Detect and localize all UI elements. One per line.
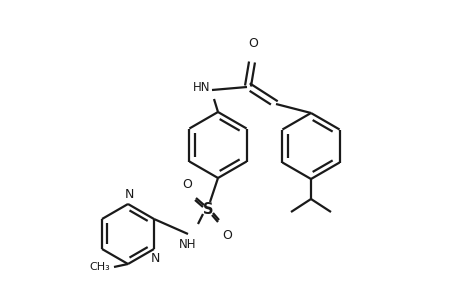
- Text: S: S: [202, 202, 213, 217]
- Text: NH: NH: [179, 238, 196, 251]
- Text: O: O: [247, 37, 257, 50]
- Text: N: N: [150, 252, 159, 265]
- Text: CH₃: CH₃: [89, 262, 110, 272]
- Text: O: O: [222, 229, 231, 242]
- Text: HN: HN: [192, 81, 210, 94]
- Text: O: O: [182, 178, 191, 191]
- Text: N: N: [124, 188, 134, 201]
